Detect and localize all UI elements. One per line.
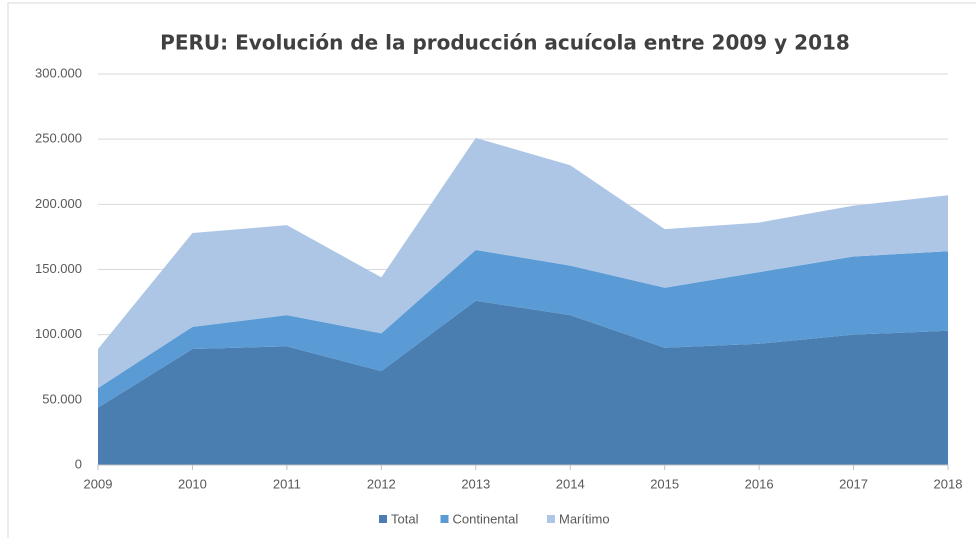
x-tick-label: 2015	[650, 476, 679, 491]
x-tick-label: 2014	[556, 476, 585, 491]
legend-swatch	[547, 515, 555, 523]
y-tick-label: 50.000	[42, 391, 82, 406]
chart-border	[7, 2, 976, 538]
legend-label: Total	[391, 511, 419, 526]
legend-swatch	[440, 515, 449, 523]
chart-title: PERU: Evolución de la producción acuícol…	[160, 31, 850, 55]
y-tick-label: 0	[75, 456, 82, 471]
area	[98, 249, 948, 408]
y-tick-label: 200.000	[35, 196, 82, 211]
x-tick-label: 2018	[934, 476, 963, 491]
area	[98, 137, 948, 389]
x-tick-label: 2016	[745, 476, 774, 491]
x-tick-label: 2010	[178, 476, 207, 491]
y-tick-label: 250.000	[35, 131, 82, 146]
x-tick-label: 2017	[839, 476, 868, 491]
x-tick-label: 2009	[84, 476, 113, 491]
x-tick-label: 2011	[273, 476, 301, 491]
legend-label: Marítimo	[559, 511, 610, 526]
x-tick-label: 2012	[367, 476, 396, 491]
y-tick-label: 150.000	[35, 261, 82, 276]
legend-swatch	[379, 515, 387, 523]
x-tick-label: 2013	[461, 476, 490, 491]
area	[98, 300, 948, 465]
legend-label: Continental	[453, 511, 519, 526]
y-tick-label: 100.000	[35, 326, 82, 341]
y-tick-label: 300.000	[35, 65, 82, 80]
